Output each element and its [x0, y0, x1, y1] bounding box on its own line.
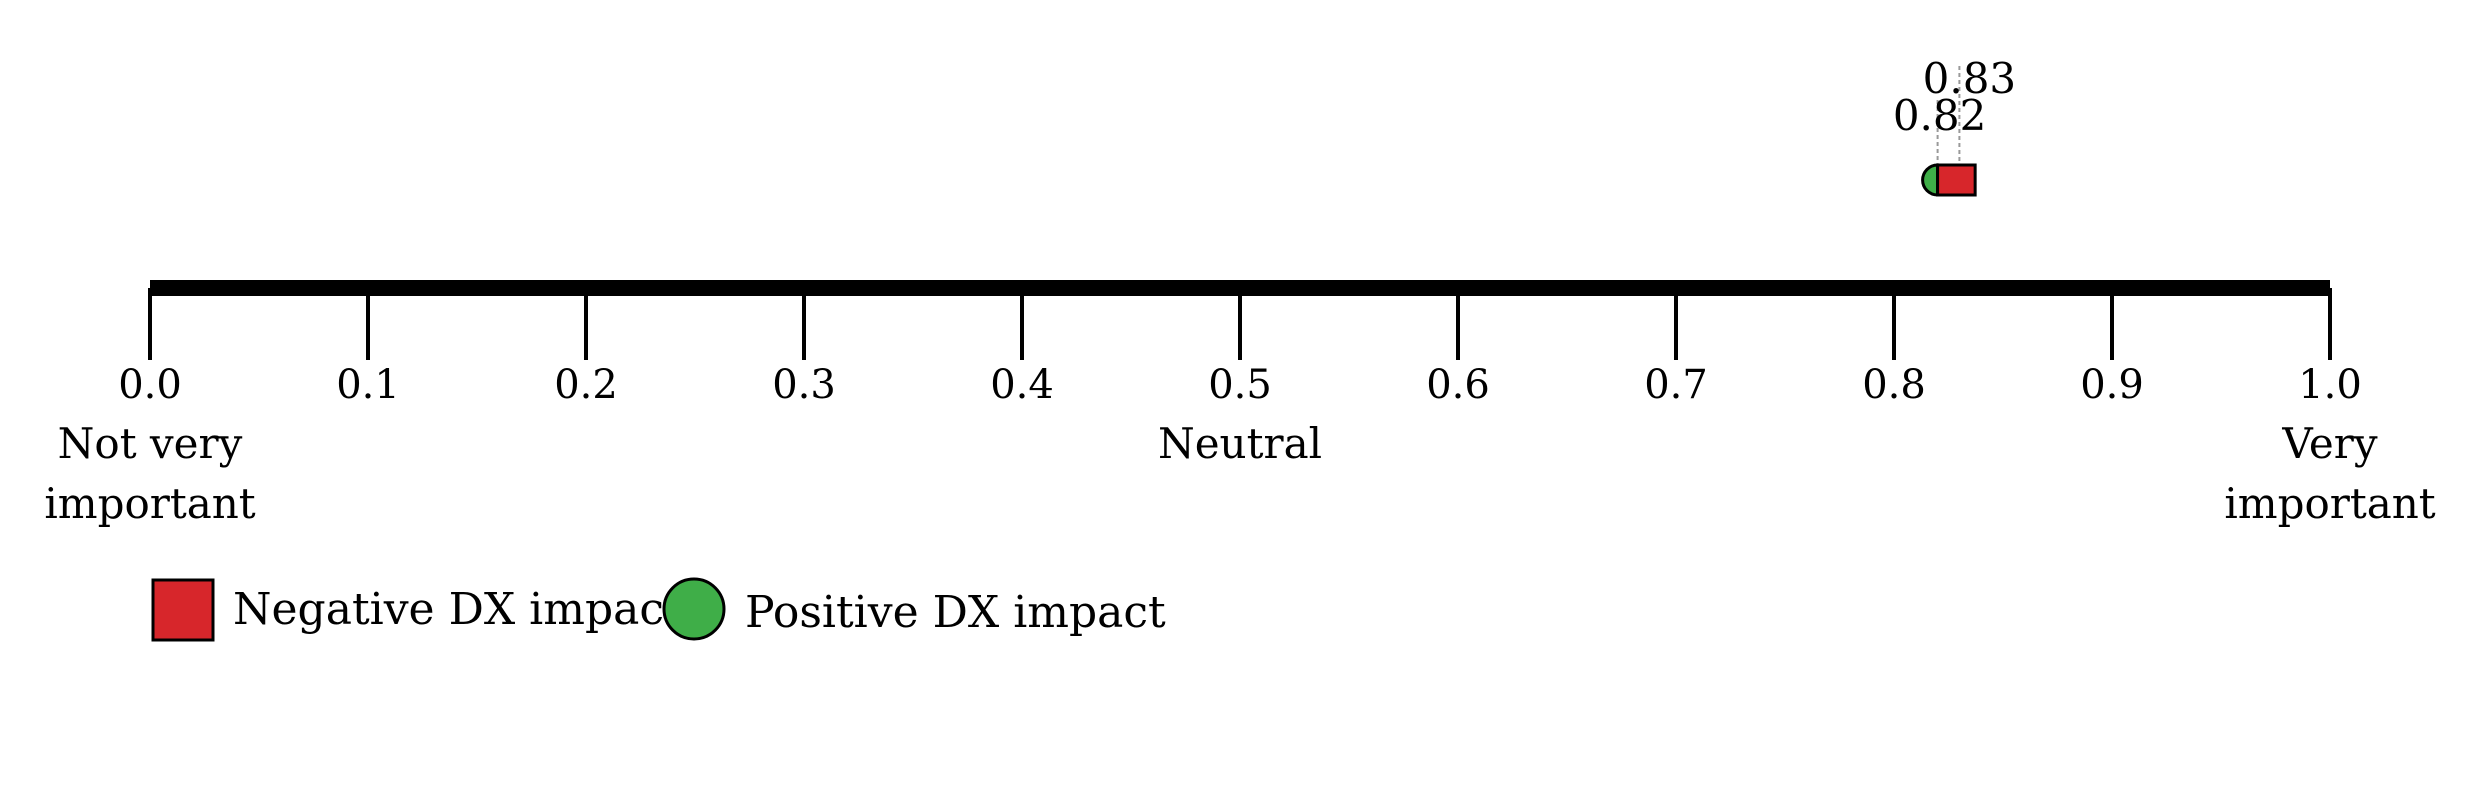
tick-label: 0.4 — [990, 362, 1054, 408]
tick-label: 0.0 — [118, 362, 182, 408]
anchor-label: Very — [2281, 419, 2377, 468]
anchor-labels: Not very important Neutral Very important — [44, 419, 2435, 528]
tick-label: 1.0 — [2298, 362, 2362, 408]
anchor-label: Not very — [58, 419, 243, 468]
anchor-label: Neutral — [1158, 419, 1322, 468]
anchor-label: important — [44, 479, 255, 528]
legend-label-positive: Positive DX impact — [745, 587, 1166, 638]
legend-label-negative: Negative DX impact — [233, 584, 682, 635]
tick-label: 0.3 — [772, 362, 836, 408]
tick-label: 0.9 — [2080, 362, 2144, 408]
data-markers: 0.820.83 — [1893, 54, 2017, 197]
legend: Negative DX impact Positive DX impact — [151, 577, 1166, 642]
legend-swatch-negative — [151, 578, 215, 642]
value-label-positive: 0.82 — [1893, 91, 1987, 140]
tick-label: 0.1 — [336, 362, 400, 408]
marker-positive — [1921, 163, 1940, 197]
anchor-label: important — [2224, 479, 2435, 528]
tick-label: 0.7 — [1644, 362, 1708, 408]
tick-label: 0.6 — [1426, 362, 1490, 408]
tick-label: 0.5 — [1208, 362, 1272, 408]
tick-label: 0.8 — [1862, 362, 1926, 408]
tick-label: 0.2 — [554, 362, 618, 408]
value-label-negative: 0.83 — [1923, 54, 2017, 103]
marker-negative — [1936, 163, 1977, 197]
legend-swatch-positive — [662, 577, 726, 641]
axis: 0.0 0.1 0.2 0.3 0.4 0.5 0.6 0.7 0.8 0.9 1.0 — [118, 280, 2362, 408]
